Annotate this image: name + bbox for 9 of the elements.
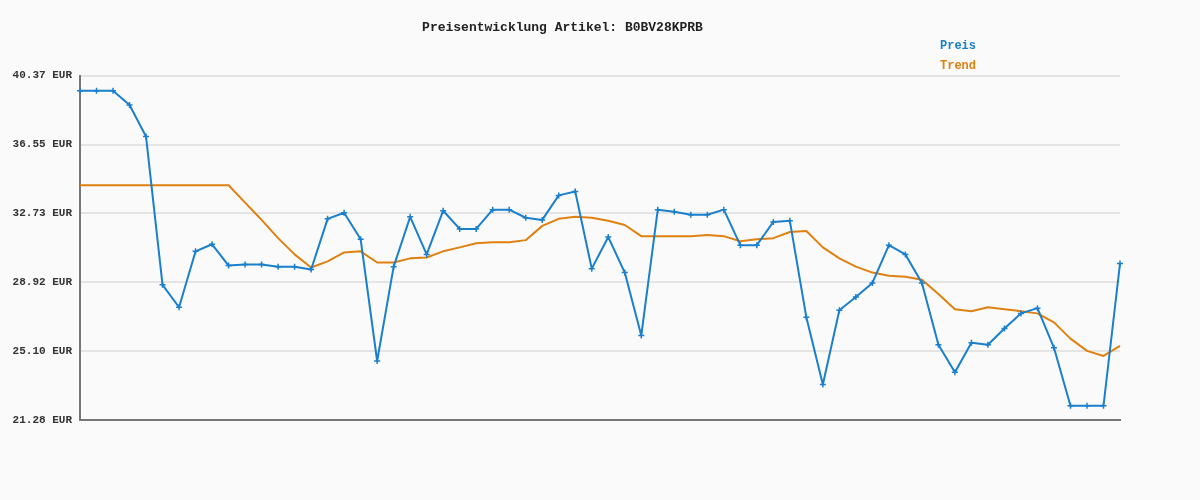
y-tick-label: 40.37 EUR <box>12 69 73 82</box>
y-tick-label: 25.10 EUR <box>12 344 73 357</box>
y-tick-label: 36.55 EUR <box>12 138 73 151</box>
chart-title: Preisentwicklung Artikel: B0BV28KPRB <box>422 20 704 36</box>
y-tick-label: 32.73 EUR <box>12 207 73 220</box>
y-tick-label: 21.28 EUR <box>12 413 73 426</box>
text: Trend <box>940 59 977 74</box>
text: Preis <box>940 39 977 54</box>
y-tick-label: 28.92 EUR <box>12 275 73 288</box>
